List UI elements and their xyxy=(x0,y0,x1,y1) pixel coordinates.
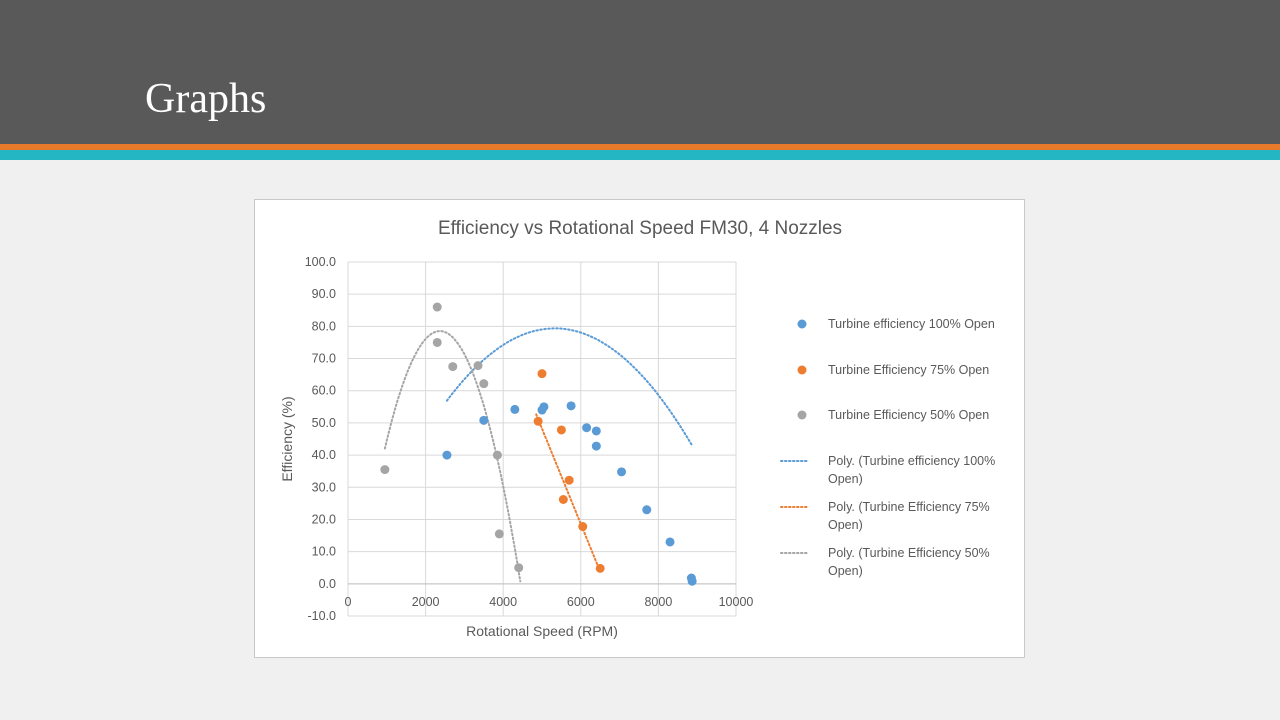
y-tick-label: 80.0 xyxy=(312,319,336,333)
data-point xyxy=(665,537,675,547)
legend-label: Poly. (Turbine Efficiency 50% xyxy=(828,546,990,560)
x-tick-label: 2000 xyxy=(412,595,440,609)
data-point xyxy=(566,401,576,411)
trendline xyxy=(445,327,694,447)
y-tick-label: 100.0 xyxy=(305,255,336,269)
data-point xyxy=(432,302,442,312)
efficiency-chart: Efficiency vs Rotational Speed FM30, 4 N… xyxy=(279,218,995,639)
legend-label: Poly. (Turbine efficiency 100% xyxy=(828,454,995,468)
x-tick-label: 4000 xyxy=(489,595,517,609)
data-point xyxy=(492,450,502,460)
legend-marker xyxy=(797,410,807,420)
data-point xyxy=(442,450,452,460)
legend-label: Turbine Efficiency 50% Open xyxy=(828,408,989,422)
x-axis-title: Rotational Speed (RPM) xyxy=(466,623,618,639)
data-point xyxy=(642,505,652,515)
legend-label: Turbine efficiency 100% Open xyxy=(828,317,995,331)
data-point xyxy=(432,337,442,347)
legend-label: Open) xyxy=(828,518,863,532)
x-tick-label: 0 xyxy=(345,595,352,609)
accent-stripe-teal xyxy=(0,150,1280,160)
data-point xyxy=(448,362,458,372)
data-point xyxy=(591,441,601,451)
data-point xyxy=(380,465,390,475)
data-point xyxy=(510,404,520,414)
slide-title: Graphs xyxy=(145,76,267,122)
x-tick-label: 8000 xyxy=(644,595,672,609)
data-point xyxy=(687,576,697,586)
y-tick-label: -10.0 xyxy=(308,609,337,623)
y-tick-label: 20.0 xyxy=(312,512,336,526)
data-point xyxy=(578,522,588,532)
legend-marker xyxy=(797,319,807,329)
legend-label: Open) xyxy=(828,472,863,486)
y-tick-label: 70.0 xyxy=(312,352,336,366)
data-point xyxy=(479,379,489,389)
y-tick-label: 10.0 xyxy=(312,545,336,559)
chart-container: Efficiency vs Rotational Speed FM30, 4 N… xyxy=(254,199,1025,658)
data-point xyxy=(595,563,605,573)
data-point xyxy=(558,495,568,505)
legend-label: Open) xyxy=(828,564,863,578)
data-point xyxy=(539,402,549,412)
data-point xyxy=(514,563,524,573)
x-tick-label: 6000 xyxy=(567,595,595,609)
data-point xyxy=(479,415,489,425)
y-tick-label: 90.0 xyxy=(312,287,336,301)
data-point xyxy=(582,423,592,433)
data-point xyxy=(591,426,601,436)
trendline xyxy=(535,413,602,573)
data-point xyxy=(537,369,547,379)
y-axis-title: Efficiency (%) xyxy=(279,396,295,481)
legend-marker xyxy=(797,365,807,375)
trendline xyxy=(383,330,522,583)
x-tick-label: 10000 xyxy=(719,595,754,609)
chart-title: Efficiency vs Rotational Speed FM30, 4 N… xyxy=(438,218,842,239)
y-tick-label: 50.0 xyxy=(312,416,336,430)
data-point xyxy=(494,529,504,539)
data-point xyxy=(533,416,543,426)
y-tick-label: 60.0 xyxy=(312,384,336,398)
slide-header: Graphs xyxy=(0,0,1280,144)
data-point xyxy=(617,467,627,477)
accent-stripe-orange xyxy=(0,144,1280,150)
data-point xyxy=(564,475,574,485)
y-tick-label: 30.0 xyxy=(312,480,336,494)
data-point xyxy=(473,361,483,371)
data-point xyxy=(556,425,566,435)
y-tick-label: 0.0 xyxy=(319,577,336,591)
legend-label: Poly. (Turbine Efficiency 75% xyxy=(828,500,990,514)
y-tick-label: 40.0 xyxy=(312,448,336,462)
legend-label: Turbine Efficiency 75% Open xyxy=(828,363,989,377)
